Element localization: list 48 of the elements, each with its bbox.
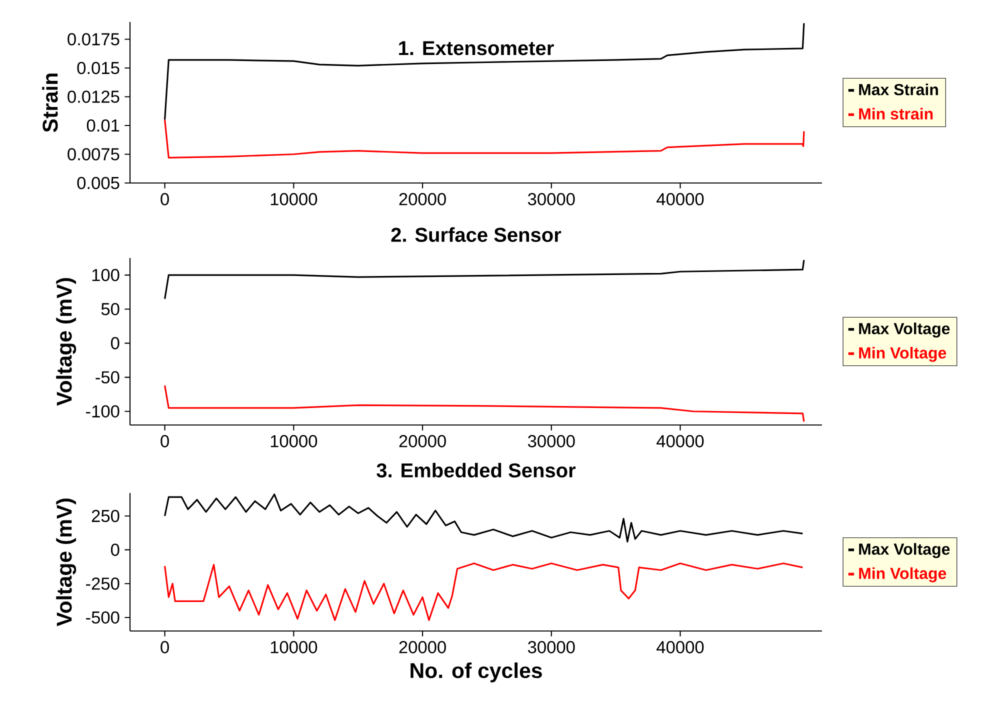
x-tick-label: 30000 — [528, 193, 575, 206]
y-tick-label: 250 — [92, 510, 120, 522]
x-axis-title: No. of cycles — [410, 662, 542, 682]
x-tick-label: 10000 — [270, 641, 318, 654]
x-tick-label: 30000 — [528, 435, 575, 448]
y-tick-label: -100 — [86, 405, 120, 418]
chart-title: 3. Embedded Sensor — [376, 462, 576, 478]
y-tick-label: -500 — [86, 611, 120, 624]
y-axis-title: Strain — [42, 74, 58, 132]
x-tick-label: 20000 — [399, 435, 446, 448]
y-tick-label: 0.0175 — [68, 33, 120, 46]
x-tick-label: 10000 — [270, 193, 318, 206]
legend-label: Min Voltage — [859, 567, 946, 582]
y-tick-label: 0.01 — [86, 119, 120, 132]
y-tick-label: 50 — [101, 302, 120, 316]
line-series — [164, 494, 804, 543]
line-series — [164, 384, 805, 422]
legend-label: Max Voltage — [859, 543, 950, 558]
text: 1. Extensometer — [399, 41, 554, 56]
y-axis-title: Voltage (mV) — [56, 498, 76, 626]
legend-label: Max Strain — [859, 84, 938, 96]
x-tick-label: 40000 — [656, 193, 704, 206]
x-tick-label: 40000 — [656, 641, 704, 654]
y-tick-label: 0 — [110, 337, 120, 350]
y-tick-label: 0.015 — [77, 62, 120, 74]
line-series — [164, 562, 804, 621]
x-tick-label: 0 — [160, 193, 169, 206]
legend-label: Min Voltage — [859, 346, 946, 362]
y-tick-label: 0.0125 — [68, 90, 120, 103]
y-tick-label: 100 — [92, 268, 120, 282]
x-tick-label: 10000 — [270, 435, 318, 448]
line-series — [164, 118, 805, 158]
line-series — [164, 259, 805, 300]
x-tick-label: 0 — [160, 435, 169, 448]
x-tick-label: 30000 — [528, 641, 575, 654]
y-tick-label: -50 — [96, 371, 120, 384]
y-tick-label: 0 — [110, 544, 120, 556]
legend-label: Min strain — [859, 108, 933, 120]
y-axis-title: Voltage (mV) — [56, 278, 76, 406]
x-tick-label: 40000 — [656, 435, 704, 448]
legend-label: Max Voltage — [859, 322, 950, 338]
x-tick-label: 20000 — [399, 641, 446, 654]
x-tick-label: 0 — [160, 641, 169, 654]
y-tick-label: 0.005 — [77, 176, 120, 190]
y-tick-label: -250 — [86, 578, 120, 590]
chart-title: 2. Surface Sensor — [391, 227, 562, 242]
y-tick-label: 0.0075 — [68, 148, 120, 160]
x-tick-label: 20000 — [399, 193, 446, 206]
